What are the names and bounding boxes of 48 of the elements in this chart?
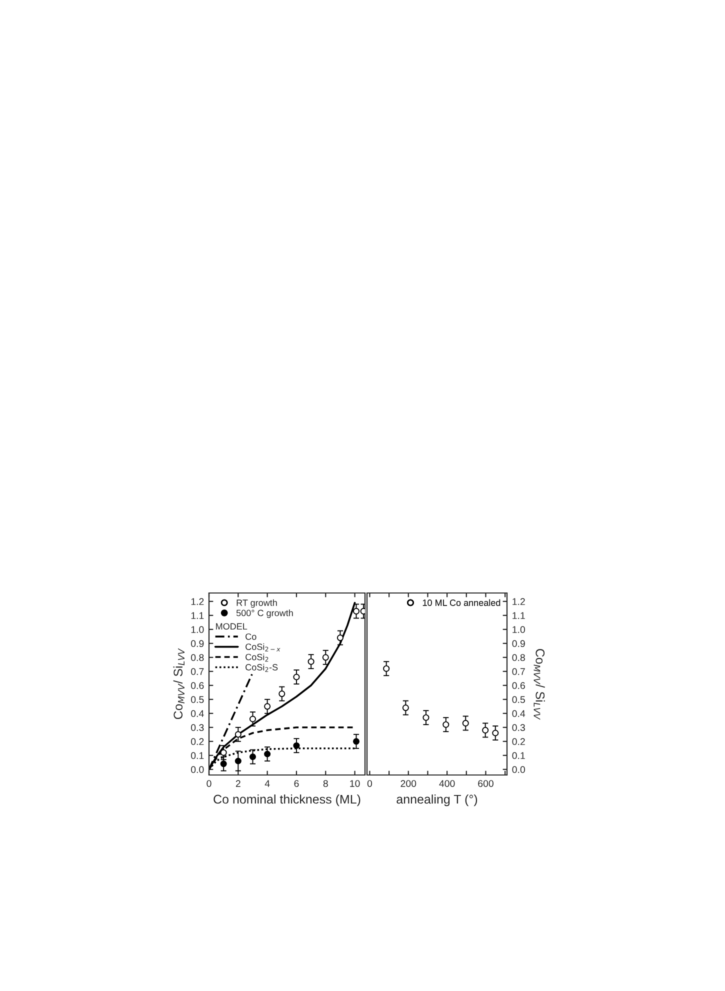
y-tick-label: 0.6 — [191, 682, 204, 690]
y2-tick-label: 0.4 — [512, 710, 526, 718]
y-tick-label: 0.3 — [191, 724, 204, 732]
y-tick-label: 0.1 — [191, 752, 204, 760]
y-tick-label: 1.0 — [191, 626, 204, 634]
y2-tick-label: 0.1 — [512, 752, 525, 760]
y2-tick-label: 0.0 — [512, 766, 525, 774]
y-tick-label: 0.9 — [191, 640, 204, 648]
legend-label: RT growth — [236, 599, 277, 608]
legend-label: Co — [246, 633, 256, 640]
legend-label: CoSi$_{2−x}$ — [246, 643, 280, 652]
y-tick-label: 0.8 — [191, 654, 204, 662]
x-axis-title: annealing T (°) — [396, 794, 478, 806]
x-tick-label: 2 — [236, 780, 240, 787]
y-tick-label: 0.0 — [191, 766, 204, 774]
y2-tick-label: 1.1 — [512, 612, 525, 619]
x-tick-label: 4 — [264, 780, 270, 787]
y-tick-label: 1.2 — [191, 598, 204, 605]
y-tick-label: 0.5 — [191, 696, 204, 704]
legend-label: 10 ML Co annealed — [422, 599, 500, 606]
x-tick-label: 6 — [294, 780, 299, 787]
y2-axis-title: Co$_{MVV}$/ Si$_{LVV}$ — [534, 648, 545, 720]
y-tick-label: 0.2 — [191, 738, 204, 746]
y-tick-label: 0.7 — [191, 668, 204, 676]
x-tick-label: 400 — [439, 780, 455, 787]
x-axis-title: Co nominal thickness (ML) — [214, 794, 360, 806]
legend-label: 500° C growth — [236, 610, 293, 618]
y2-tick-label: 0.7 — [512, 668, 525, 676]
y-axis-title: Co$_{MVV}$/ Si$_{LVV}$ — [173, 648, 184, 720]
legend-title: MODEL — [216, 623, 248, 630]
y2-tick-label: 0.2 — [512, 738, 525, 746]
x-tick-label: 10 — [350, 780, 360, 787]
y2-tick-label: 1.0 — [512, 626, 525, 634]
legend-label: CoSi$_{2}$-S — [246, 664, 278, 672]
y2-tick-label: 0.6 — [512, 682, 525, 690]
x-tick-label: 600 — [478, 780, 494, 787]
y-tick-label: 1.1 — [191, 612, 204, 619]
y2-tick-label: 0.3 — [512, 724, 525, 732]
y-tick-label: 0.4 — [191, 710, 204, 718]
y2-tick-label: 0.8 — [512, 654, 525, 662]
x-tick-label: 8 — [323, 780, 328, 787]
x-tick-label: 0 — [367, 780, 372, 787]
x-tick-label: 0 — [206, 780, 212, 787]
y2-tick-label: 0.5 — [512, 696, 525, 704]
y2-tick-label: 1.2 — [512, 598, 525, 605]
y2-tick-label: 0.9 — [512, 640, 525, 648]
legend-label: CoSi$_{2}$ — [246, 654, 268, 662]
x-tick-label: 200 — [400, 780, 416, 787]
